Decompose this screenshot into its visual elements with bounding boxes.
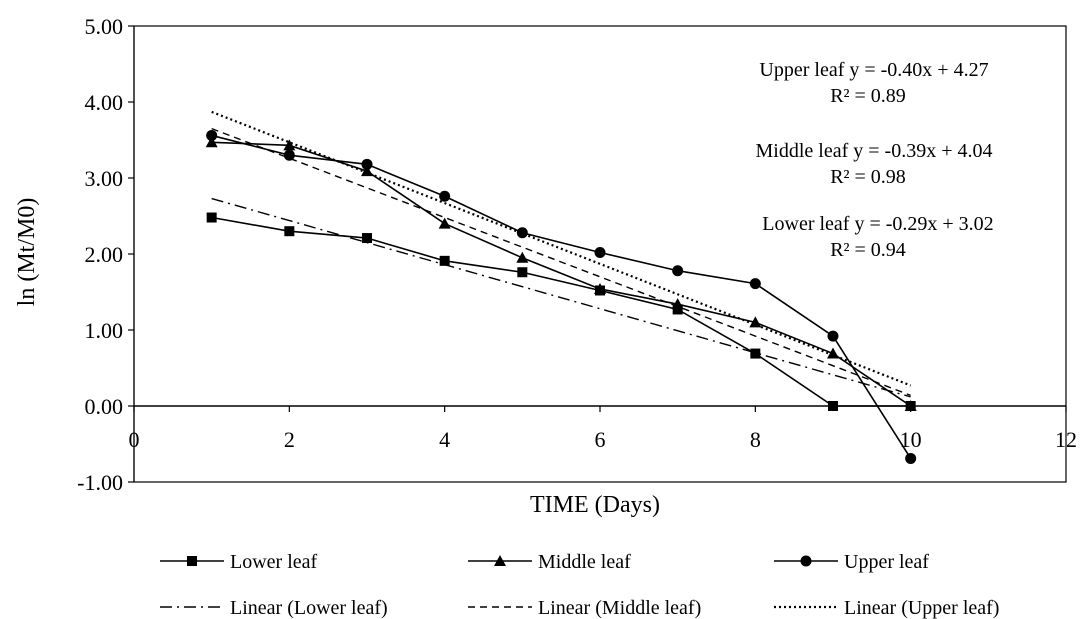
data-point-middle-leaf bbox=[749, 316, 762, 328]
legend-marker-triangle bbox=[494, 555, 506, 566]
data-point-upper-leaf bbox=[905, 452, 917, 464]
x-tick-label: 4 bbox=[439, 427, 450, 452]
data-point-middle-leaf bbox=[283, 139, 296, 151]
y-tick-label: 1.00 bbox=[85, 318, 124, 343]
x-tick-label: 12 bbox=[1055, 427, 1077, 452]
x-tick-label: 6 bbox=[595, 427, 606, 452]
tick-labels: 0 2 4 6 8 10 12 -1.00 0.00 1.00 2.00 3.00 4.00 5.00 bbox=[77, 14, 1077, 495]
legend-label: Linear (Middle leaf) bbox=[538, 597, 701, 619]
y-tick-label: 3.00 bbox=[85, 166, 124, 191]
x-tick-label: 8 bbox=[750, 427, 761, 452]
legend-label: Linear (Lower leaf) bbox=[230, 597, 388, 619]
legend-label: Lower leaf bbox=[230, 551, 318, 573]
y-tick-label: 5.00 bbox=[85, 14, 124, 39]
legend-item-linear-upper-leaf: Linear (Upper leaf) bbox=[774, 597, 999, 619]
data-point-upper-leaf bbox=[827, 330, 839, 342]
data-point-lower-leaf bbox=[362, 233, 372, 244]
data-point-lower-leaf bbox=[206, 212, 217, 223]
data-point-upper-leaf bbox=[361, 158, 373, 170]
trendline-equations: Upper leaf y = -0.40x + 4.27 R² = 0.89 M… bbox=[756, 59, 994, 261]
data-point-lower-leaf bbox=[439, 255, 450, 266]
series-line-upper-leaf bbox=[211, 134, 912, 459]
data-point-middle-leaf bbox=[516, 251, 529, 263]
y-tick-label: -1.00 bbox=[77, 470, 123, 495]
y-tick-label: 4.00 bbox=[85, 90, 124, 115]
data-point-middle-leaf bbox=[827, 347, 839, 359]
data-point-upper-leaf bbox=[516, 227, 528, 239]
series-middle-leaf bbox=[205, 136, 917, 411]
upper-leaf-r2: R² = 0.89 bbox=[830, 85, 906, 107]
legend-item-upper-leaf: Upper leaf bbox=[774, 551, 929, 573]
x-axis-title: TIME (Days) bbox=[530, 492, 660, 518]
data-point-lower-leaf bbox=[672, 304, 683, 315]
data-point-middle-leaf bbox=[438, 217, 451, 229]
trendline-linear-middle-leaf bbox=[211, 127, 911, 397]
legend-marker-square bbox=[187, 556, 197, 566]
data-point-lower-leaf bbox=[517, 267, 528, 278]
data-point-upper-leaf bbox=[594, 246, 606, 258]
middle-leaf-r2: R² = 0.98 bbox=[830, 166, 906, 188]
series-line-lower-leaf bbox=[211, 216, 911, 407]
legend: Lower leaf Middle leaf Upper leaf Linear (L… bbox=[160, 551, 999, 619]
x-tick-label: 10 bbox=[900, 427, 922, 452]
data-point-upper-leaf bbox=[439, 190, 451, 202]
legend-item-lower-leaf: Lower leaf bbox=[160, 551, 318, 573]
data-series bbox=[205, 129, 917, 464]
data-point-upper-leaf bbox=[672, 265, 684, 277]
data-point-lower-leaf bbox=[750, 348, 761, 359]
x-tick-label: 2 bbox=[284, 427, 295, 452]
data-point-middle-leaf bbox=[361, 165, 373, 177]
legend-marker-circle bbox=[800, 555, 812, 567]
legend-label: Upper leaf bbox=[844, 551, 929, 573]
data-point-middle-leaf bbox=[594, 282, 606, 294]
x-tick-label: 0 bbox=[129, 427, 140, 452]
data-point-upper-leaf bbox=[206, 129, 218, 141]
series-upper-leaf bbox=[206, 129, 917, 464]
data-point-upper-leaf bbox=[283, 149, 295, 161]
data-point-middle-leaf bbox=[205, 136, 218, 148]
y-tick-label: 0.00 bbox=[85, 394, 124, 419]
y-axis-title: ln (Mt/M0) bbox=[14, 198, 40, 307]
trendline-linear-lower-leaf bbox=[211, 197, 911, 398]
upper-leaf-equation: Upper leaf y = -0.40x + 4.27 bbox=[759, 59, 988, 81]
middle-leaf-equation: Middle leaf y = -0.39x + 4.04 bbox=[756, 140, 993, 162]
lower-leaf-r2: R² = 0.94 bbox=[830, 239, 906, 261]
y-tick-label: 2.00 bbox=[85, 242, 124, 267]
legend-item-linear-lower-leaf: Linear (Lower leaf) bbox=[160, 597, 388, 619]
series-line-middle-leaf bbox=[211, 141, 912, 407]
lower-leaf-equation: Lower leaf y = -0.29x + 3.02 bbox=[762, 213, 993, 235]
data-point-upper-leaf bbox=[749, 278, 761, 290]
data-point-lower-leaf bbox=[284, 226, 295, 237]
legend-label: Middle leaf bbox=[538, 551, 631, 573]
legend-item-middle-leaf: Middle leaf bbox=[468, 551, 631, 573]
data-point-middle-leaf bbox=[671, 298, 684, 310]
axes bbox=[128, 25, 1067, 483]
legend-item-linear-middle-leaf: Linear (Middle leaf) bbox=[468, 597, 701, 619]
legend-label: Linear (Upper leaf) bbox=[844, 597, 999, 619]
